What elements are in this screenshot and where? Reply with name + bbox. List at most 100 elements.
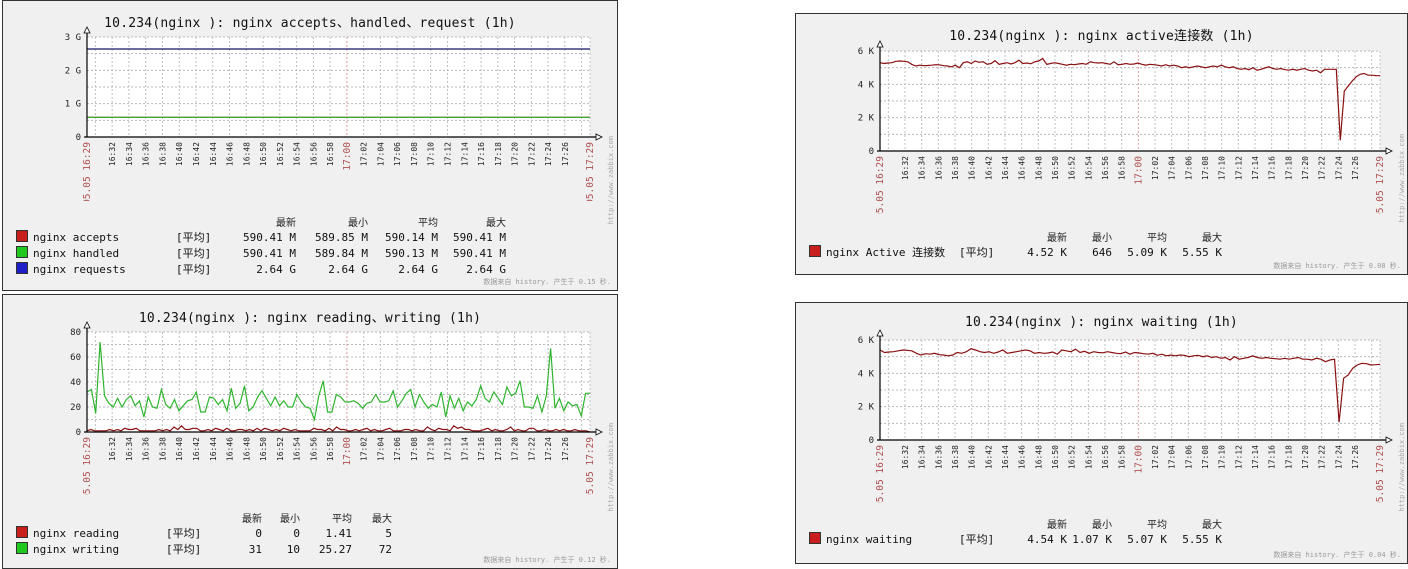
x-tick-label: 16:32 xyxy=(901,156,910,180)
x-tick-label: 17:08 xyxy=(1201,156,1210,180)
x-tick-label: 16:56 xyxy=(309,142,318,166)
x-tick-label: 17:12 xyxy=(1234,156,1243,180)
y-tick-label: 2 K xyxy=(858,114,875,124)
legend-spacer xyxy=(166,510,224,525)
legend-column-header: 最新 xyxy=(242,514,262,525)
x-tick-label: 16:32 xyxy=(901,445,910,469)
x-tick-label: 16:46 xyxy=(226,437,235,461)
x-tick-label: 17:14 xyxy=(1251,156,1260,180)
legend-value-last: 590.41 M xyxy=(243,246,296,260)
x-tick-label: 17:02 xyxy=(360,437,369,461)
graph-title: 10.234(nginx ): nginx accepts、handled、re… xyxy=(104,16,516,31)
x-tick-label: 16:42 xyxy=(984,156,993,180)
legend-value-avg: 5.09 K xyxy=(1127,245,1167,259)
x-tick-label: 16:58 xyxy=(1118,445,1127,469)
x-tick-label: 17:22 xyxy=(1318,156,1327,180)
x-tick-label: 16:34 xyxy=(918,156,927,180)
legend-value-last: 590.41 M xyxy=(243,230,296,244)
x-tick-label: 17:16 xyxy=(477,142,486,166)
series-line xyxy=(86,341,590,422)
x-tick-label: 17:14 xyxy=(1251,445,1260,469)
x-tick-label: 05.05 17:29 xyxy=(585,142,596,201)
x-tick-label: 17:14 xyxy=(460,142,469,166)
legend-value-last: 4.54 K xyxy=(1027,532,1067,546)
series-name: nginx accepts xyxy=(33,231,120,244)
x-axis-arrow-icon xyxy=(1385,147,1393,155)
plot-area: 0 1 G 2 G 3 G 05.05 16:29 16:32 16:34 16:36 16:3… xyxy=(65,26,603,201)
graph-panel-active-connections: 10.234(nginx ): nginx active连接数 (1h) 0 2 … xyxy=(795,13,1408,275)
legend-value-min: 10 xyxy=(286,542,300,556)
y-tick-label: 40 xyxy=(70,378,81,388)
x-tick-label: 16:34 xyxy=(125,437,134,461)
x-tick-label: 16:58 xyxy=(1118,156,1127,180)
x-tick-label: 16:32 xyxy=(108,142,117,166)
legend-column-header: 最大 xyxy=(1202,520,1222,531)
x-tick-label: 17:26 xyxy=(561,437,570,461)
x-tick-label: 16:44 xyxy=(209,437,218,461)
series-color-swatch xyxy=(16,230,28,242)
legend-value-min: 589.84 M xyxy=(315,246,368,260)
series-function: [平均] xyxy=(959,246,995,259)
x-tick-label: 17:22 xyxy=(527,142,536,166)
x-tick-label: 16:54 xyxy=(1084,445,1093,469)
x-tick-label: 17:06 xyxy=(393,142,402,166)
series-function: [平均] xyxy=(166,527,202,540)
y-tick-label: 60 xyxy=(70,353,81,363)
x-tick-label: 16:52 xyxy=(1068,156,1077,180)
x-tick-label: 17:02 xyxy=(1151,156,1160,180)
x-tick-label: 16:40 xyxy=(175,437,184,461)
legend-value-max: 590.41 M xyxy=(453,230,506,244)
x-tick-label: 17:18 xyxy=(1284,445,1293,469)
legend-value-max: 5 xyxy=(385,526,392,540)
legend-value-min: 0 xyxy=(293,526,300,540)
x-tick-label: 16:48 xyxy=(1034,156,1043,180)
legend-table: 最新 最小 平均 最大 nginx waiting [平均] 4.54 K 1.07 K 5.0… xyxy=(809,516,1222,547)
x-tick-label: 16:58 xyxy=(326,437,335,461)
x-tick-label: 16:36 xyxy=(142,142,151,166)
y-tick-label: 0 xyxy=(76,428,81,438)
x-tick-label: 16:34 xyxy=(918,445,927,469)
x-tick-label: 17:04 xyxy=(376,142,385,166)
x-tick-label: 05.05 17:29 xyxy=(1375,445,1386,503)
x-tick-label: 17:20 xyxy=(511,142,520,166)
graph-title: 10.234(nginx ): nginx reading、writing (1… xyxy=(138,311,482,326)
plot-background xyxy=(87,332,590,432)
plot-area: 0 2 K 4 K 6 K 05.05 16:29 16:32 16:34 16:36 16:3… xyxy=(858,329,1393,503)
legend-column-header: 最小 xyxy=(280,514,300,525)
x-tick-label: 16:44 xyxy=(209,142,218,166)
y-axis-arrow-icon xyxy=(876,329,884,337)
series-color-swatch xyxy=(16,542,28,554)
y-axis-arrow-icon xyxy=(83,26,91,34)
x-tick-label: 16:50 xyxy=(1051,445,1060,469)
x-tick-label: 17:00 xyxy=(342,437,353,466)
legend-spacer xyxy=(16,214,176,229)
x-tick-label: 17:08 xyxy=(410,437,419,461)
y-tick-label: 0 xyxy=(869,147,874,157)
x-tick-label: 17:18 xyxy=(494,437,503,461)
x-tick-label: 16:54 xyxy=(1084,156,1093,180)
legend-value-avg: 1.41 xyxy=(325,526,353,540)
legend-table: 最新 最小 平均 最大 nginx Active 连接数 [平均] 4.52 K 646 5.0… xyxy=(809,229,1222,260)
legend-column-header: 平均 xyxy=(418,218,438,229)
x-tick-label: 17:20 xyxy=(1301,445,1310,469)
x-tick-label: 16:40 xyxy=(968,445,977,469)
x-tick-label: 16:46 xyxy=(226,142,235,166)
generation-footer: 数据来自 history. 产生于 0.15 秒. xyxy=(483,278,611,286)
legend-value-avg: 25.27 xyxy=(318,542,352,556)
generation-footer: 数据来自 history. 产生于 0.04 秒. xyxy=(1273,551,1401,559)
legend-column-header: 最新 xyxy=(1047,520,1067,531)
legend-value-min: 646 xyxy=(1092,245,1112,259)
x-tick-label: 16:52 xyxy=(276,437,285,461)
x-tick-label: 05.05 16:29 xyxy=(82,142,93,201)
plot-background xyxy=(87,37,590,137)
legend-spacer xyxy=(959,516,1019,531)
series-line xyxy=(879,57,1380,141)
x-tick-label: 17:06 xyxy=(1184,156,1193,180)
x-tick-label: 05.05 16:29 xyxy=(875,156,886,214)
x-tick-label: 17:16 xyxy=(1268,156,1277,180)
y-tick-label: 4 K xyxy=(858,369,875,379)
y-tick-label: 3 G xyxy=(65,33,81,43)
y-tick-label: 0 xyxy=(869,436,874,446)
x-tick-label: 16:52 xyxy=(1068,445,1077,469)
zabbix-watermark: http://www.zabbix.com xyxy=(607,423,615,512)
